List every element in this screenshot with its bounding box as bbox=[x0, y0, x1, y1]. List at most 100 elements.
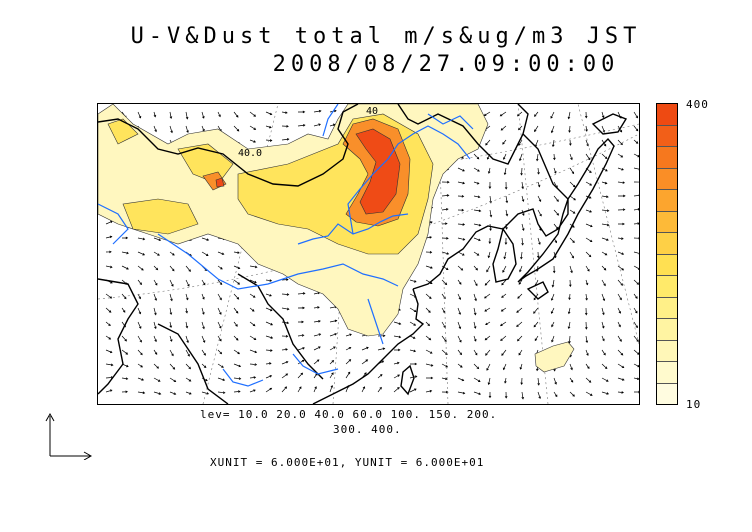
wind-vector bbox=[185, 363, 191, 370]
wind-vector bbox=[105, 335, 112, 340]
wind-vector bbox=[500, 335, 507, 342]
wind-vector bbox=[121, 265, 129, 270]
wind-vector bbox=[425, 335, 432, 341]
wind-vector bbox=[393, 321, 402, 325]
wind-vector bbox=[393, 348, 401, 352]
wind-vector bbox=[265, 293, 272, 297]
wind-vector bbox=[473, 391, 482, 395]
wind-vector bbox=[393, 335, 402, 339]
wind-vector bbox=[137, 251, 146, 256]
wind-vector bbox=[297, 347, 305, 351]
wind-vector bbox=[533, 307, 539, 314]
wind-vector bbox=[567, 111, 571, 120]
wind-vector bbox=[361, 386, 366, 393]
wind-vector bbox=[505, 209, 509, 217]
wind-vector bbox=[185, 349, 190, 357]
wind-vector bbox=[473, 349, 478, 356]
colorbar-segment bbox=[657, 190, 677, 212]
wind-vector bbox=[201, 307, 205, 315]
wind-vector bbox=[552, 265, 556, 274]
wind-vector bbox=[233, 125, 240, 132]
wind-vector bbox=[473, 209, 482, 213]
wind-vector bbox=[265, 349, 273, 352]
colorbar-segment bbox=[657, 233, 677, 255]
wind-vector bbox=[441, 237, 449, 240]
wind-vector bbox=[601, 265, 607, 271]
wind-vector bbox=[521, 391, 525, 400]
colorbar-segment bbox=[657, 362, 677, 384]
wind-vector bbox=[457, 251, 465, 256]
wind-vector bbox=[185, 307, 188, 314]
wind-vector bbox=[484, 307, 491, 312]
wind-vector bbox=[313, 306, 320, 309]
wind-vector bbox=[633, 194, 639, 197]
wind-vector bbox=[425, 265, 433, 269]
contour-levels-line2: 300. 400. bbox=[333, 423, 402, 436]
wind-vector bbox=[457, 167, 465, 172]
wind-vector bbox=[473, 181, 480, 185]
wind-vector bbox=[153, 363, 159, 369]
wind-vector bbox=[249, 293, 256, 298]
wind-vector bbox=[633, 181, 639, 183]
wind-vector bbox=[441, 222, 448, 225]
wind-vector bbox=[585, 181, 593, 186]
wind-vector bbox=[618, 222, 625, 226]
wind-vector bbox=[153, 125, 157, 133]
wind-vector bbox=[457, 363, 463, 368]
wind-vector bbox=[504, 181, 508, 190]
wind-vector bbox=[601, 125, 606, 133]
wind-vector bbox=[409, 349, 417, 353]
wind-vector bbox=[501, 279, 507, 286]
wind-vector bbox=[534, 125, 539, 133]
rivers bbox=[98, 104, 474, 387]
wind-vector bbox=[393, 387, 400, 393]
wind-vector bbox=[201, 363, 207, 368]
wind-vector bbox=[457, 208, 465, 212]
contour-label-40-north: 40 bbox=[366, 106, 378, 117]
wind-vector bbox=[153, 251, 160, 256]
wind-vector bbox=[500, 321, 507, 327]
wind-vector bbox=[518, 349, 523, 356]
wind-vector bbox=[504, 391, 508, 399]
wind-vector bbox=[617, 293, 622, 301]
wind-vector bbox=[457, 391, 466, 395]
wind-vector bbox=[153, 349, 158, 355]
wind-vector bbox=[233, 321, 238, 327]
wind-vector bbox=[519, 265, 523, 273]
wind-vector bbox=[441, 194, 450, 197]
wind-vector bbox=[169, 321, 173, 329]
wind-vector bbox=[217, 265, 223, 270]
wind-vector bbox=[137, 279, 143, 286]
wind-vector bbox=[441, 180, 450, 184]
wind-vector bbox=[537, 181, 541, 188]
wind-vector bbox=[137, 377, 145, 381]
wind-vector bbox=[329, 333, 338, 337]
wind-vector bbox=[473, 223, 482, 227]
wind-vector bbox=[534, 139, 539, 148]
wind-vector bbox=[501, 293, 507, 298]
wind-vector bbox=[534, 111, 539, 117]
colorbar-segment bbox=[657, 104, 677, 126]
wind-vector bbox=[297, 320, 305, 324]
wind-vector bbox=[601, 335, 605, 342]
wind-vector bbox=[281, 386, 288, 393]
wind-vector bbox=[633, 377, 639, 381]
wind-vector bbox=[265, 362, 272, 365]
wind-vector bbox=[553, 223, 559, 230]
wind-vector bbox=[201, 237, 210, 241]
wind-vector bbox=[377, 334, 386, 338]
wind-vector bbox=[553, 195, 559, 202]
dust-blob-pacific bbox=[534, 341, 575, 373]
wind-vector bbox=[153, 321, 157, 330]
wind-vector bbox=[185, 293, 189, 301]
colorbar-segment bbox=[657, 319, 677, 341]
wind-vector bbox=[297, 123, 306, 127]
wind-vector bbox=[601, 181, 608, 185]
wind-vector bbox=[488, 237, 492, 244]
wind-vector bbox=[633, 207, 639, 211]
wind-vector bbox=[201, 391, 210, 395]
wind-vector bbox=[233, 363, 242, 368]
wind-vector bbox=[502, 139, 507, 145]
wind-vector bbox=[441, 279, 448, 286]
wind-vector bbox=[617, 167, 624, 171]
